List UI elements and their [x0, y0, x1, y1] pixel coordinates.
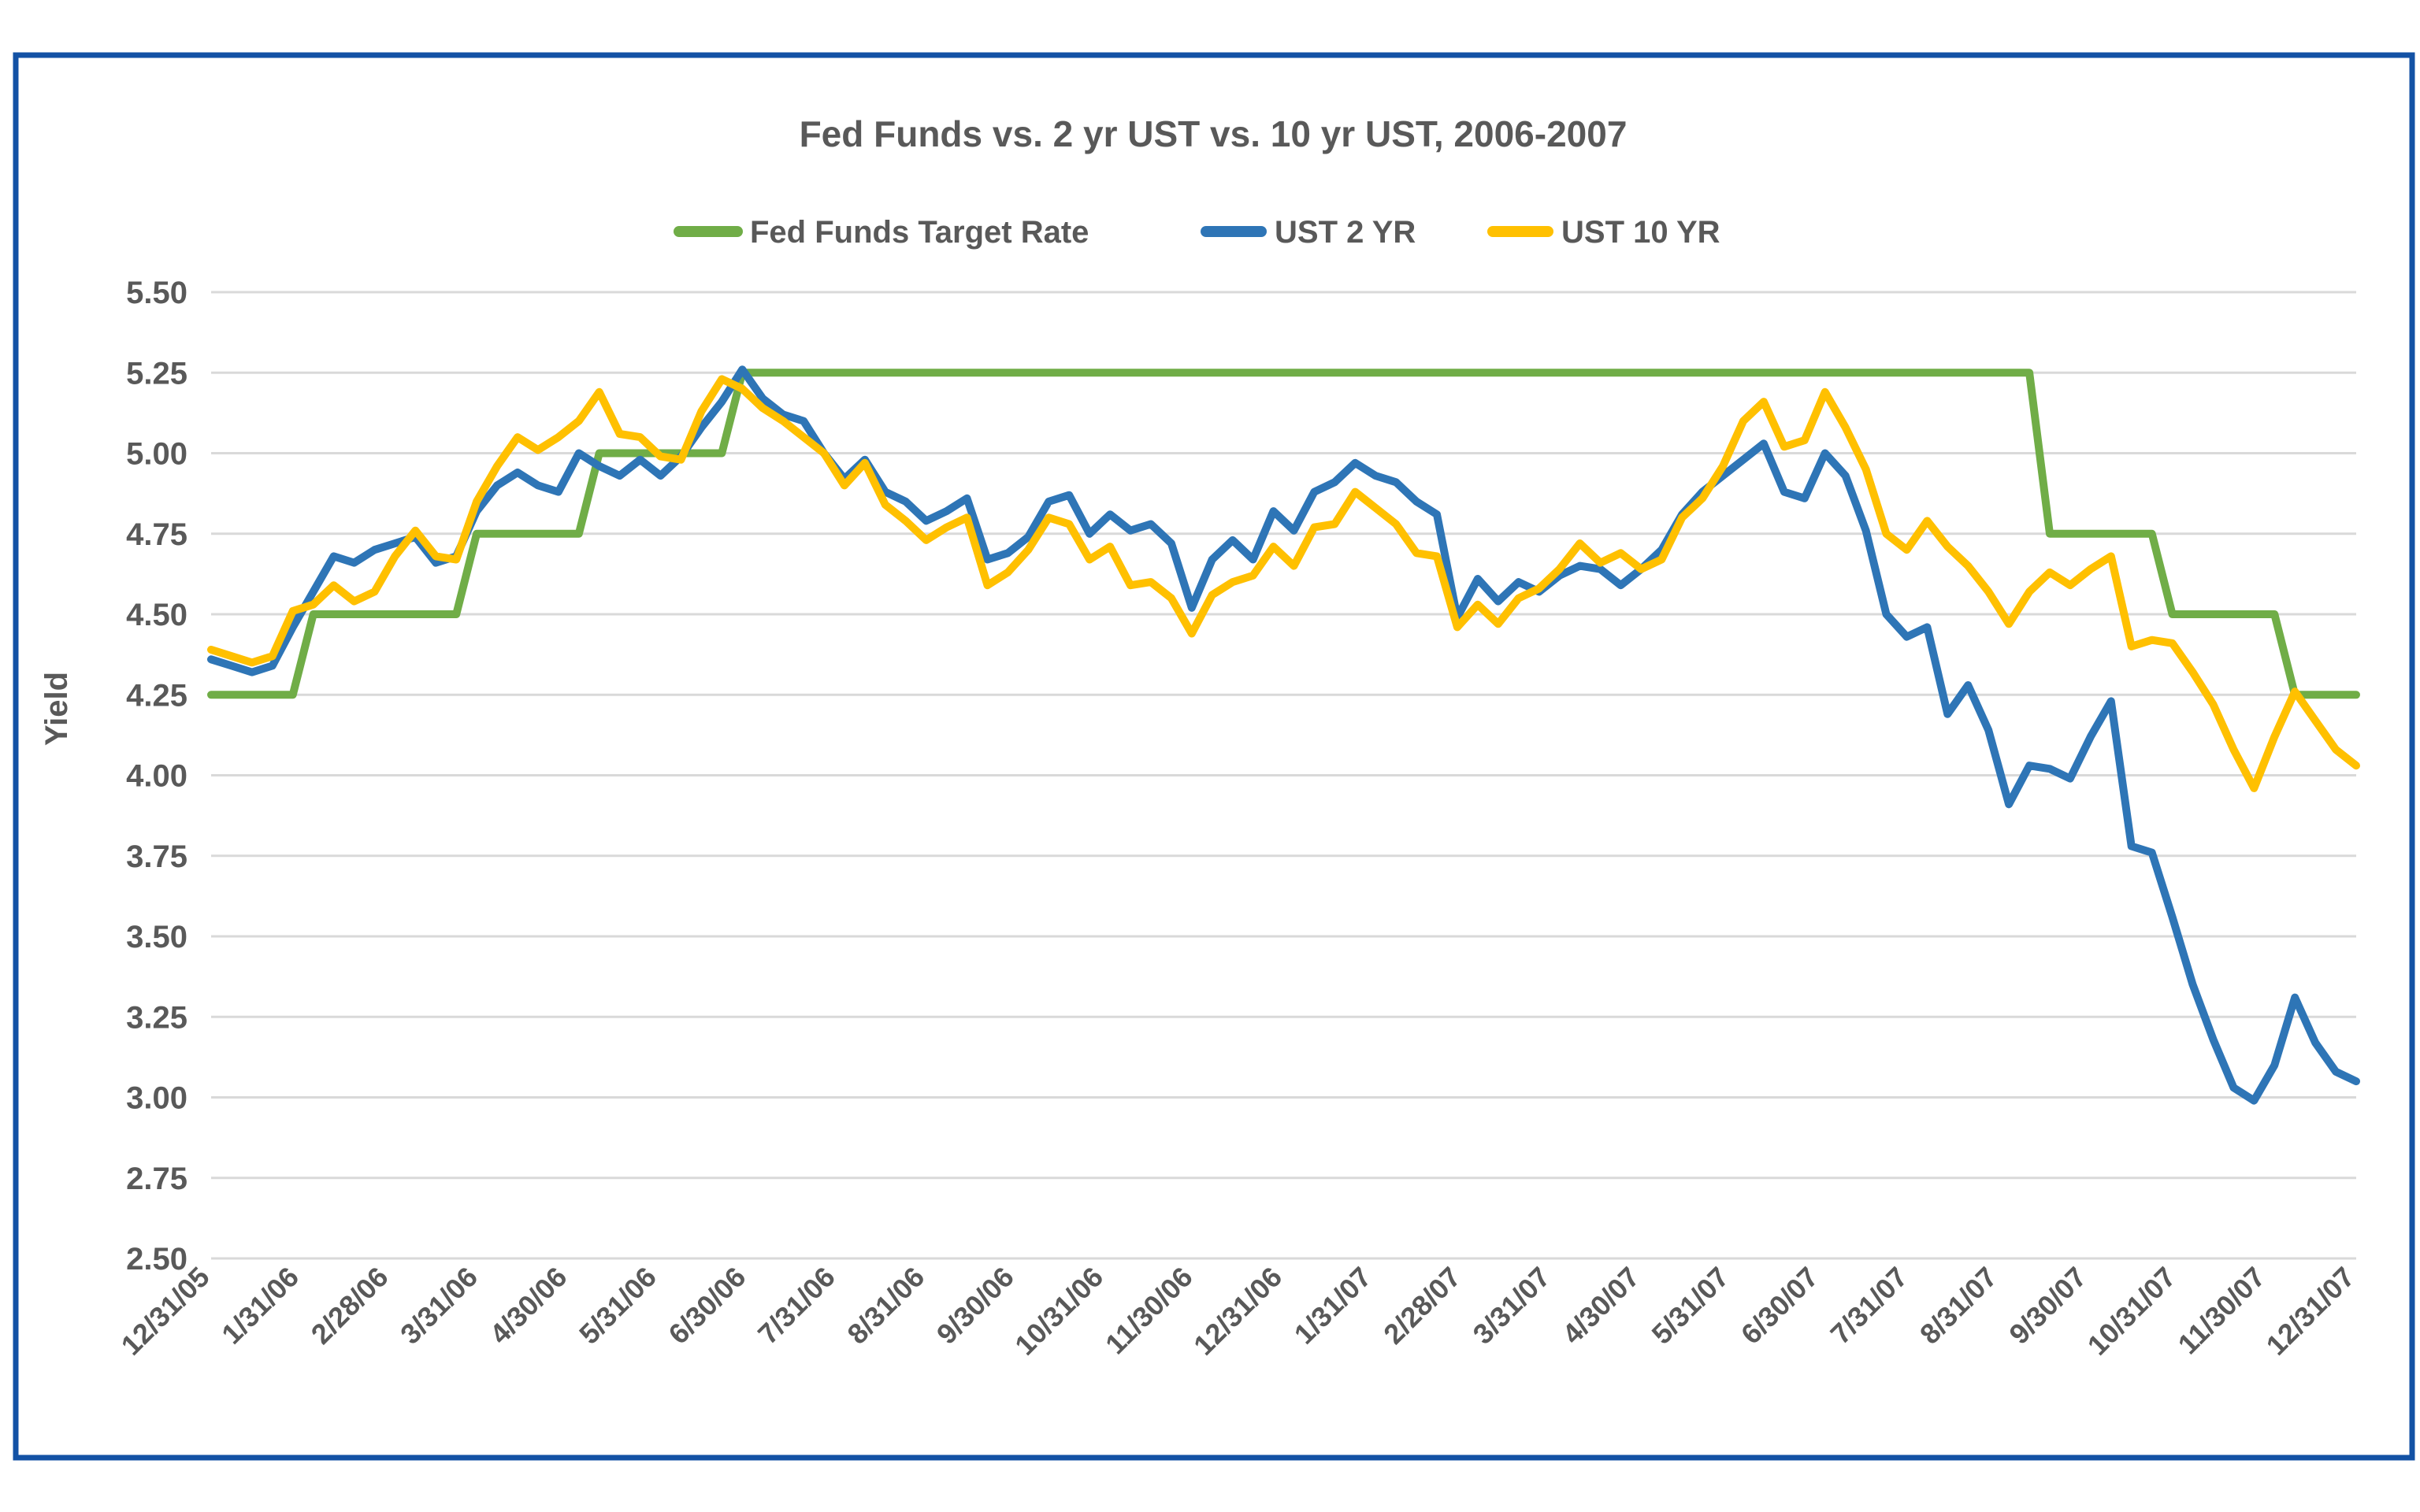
y-tick-label: 3.50	[126, 920, 187, 954]
x-tick-label: 2/28/06	[305, 1261, 395, 1351]
x-tick-label: 1/31/06	[215, 1261, 305, 1351]
x-tick-label: 3/31/07	[1467, 1261, 1557, 1351]
y-tick-label: 3.00	[126, 1081, 187, 1116]
x-tick-label: 10/31/07	[2081, 1261, 2182, 1362]
series-line-fed-funds-target-rate	[207, 369, 2360, 699]
y-tick-label: 5.00	[126, 437, 187, 472]
legend-label-fed-funds: Fed Funds Target Rate	[750, 215, 1089, 250]
plot-series-lines	[207, 365, 2360, 1105]
gridlines	[211, 291, 2356, 1260]
x-tick-label: 3/31/06	[394, 1261, 484, 1351]
y-tick-label: 4.75	[126, 517, 187, 552]
y-tick-label: 3.25	[126, 1000, 187, 1035]
x-tick-label: 12/31/06	[1187, 1261, 1288, 1362]
legend-item-ust-10yr: UST 10 YR	[1487, 215, 1720, 250]
ust-2yr-line-swatch-icon	[1201, 226, 1267, 237]
series-line-ust-10-yr	[207, 375, 2360, 792]
y-tick-label: 4.50	[126, 598, 187, 632]
chart-title: Fed Funds vs. 2 yr UST vs. 10 yr UST, 20…	[800, 113, 1628, 154]
legend-label-ust-10yr: UST 10 YR	[1561, 215, 1720, 250]
y-tick-label: 2.75	[126, 1162, 187, 1196]
x-tick-label: 5/31/06	[573, 1261, 663, 1351]
x-tick-label: 6/30/06	[662, 1261, 752, 1351]
y-tick-label: 3.75	[126, 839, 187, 874]
x-axis-tick-labels: 12/31/05 1/31/06 2/28/06 3/31/06 4/30/06 5/31…	[115, 1261, 2361, 1362]
x-tick-label: 8/31/06	[841, 1261, 930, 1351]
x-tick-label: 4/30/06	[484, 1261, 573, 1351]
legend-label-ust-2yr: UST 2 YR	[1275, 215, 1416, 250]
x-tick-label: 11/30/07	[2172, 1261, 2272, 1361]
x-tick-label: 7/31/07	[1824, 1261, 1913, 1351]
ust-10yr-line-swatch-icon	[1487, 226, 1553, 237]
legend-item-fed-funds: Fed Funds Target Rate	[674, 215, 1089, 250]
x-tick-label: 12/31/07	[2260, 1261, 2361, 1362]
x-tick-label: 4/30/07	[1556, 1261, 1646, 1351]
x-tick-label: 8/31/07	[1913, 1261, 2003, 1351]
fed-funds-line-swatch-icon	[674, 226, 743, 237]
x-tick-label: 10/31/06	[1008, 1261, 1109, 1362]
chart-legend: Fed Funds Target Rate UST 2 YR UST 10 YR	[674, 215, 1720, 250]
y-axis-tick-labels: 5.50 5.25 5.00 4.75 4.50 4.25 4.00 3.75 3.50 3.25…	[126, 276, 187, 1277]
x-tick-label: 1/31/07	[1288, 1261, 1378, 1351]
series-line-ust-2-yr	[207, 365, 2360, 1105]
chart-border-frame	[13, 52, 2415, 1461]
y-tick-label: 4.25	[126, 678, 187, 713]
y-tick-label: 5.50	[126, 276, 187, 310]
x-tick-label: 5/31/07	[1646, 1261, 1735, 1351]
x-tick-label: 7/31/06	[752, 1261, 841, 1351]
y-tick-label: 2.50	[126, 1242, 187, 1277]
legend-item-ust-2yr: UST 2 YR	[1201, 215, 1416, 250]
x-tick-label: 2/28/07	[1377, 1261, 1467, 1351]
y-tick-label: 5.25	[126, 356, 187, 391]
x-tick-label: 9/30/06	[930, 1261, 1020, 1351]
x-tick-label: 6/30/07	[1735, 1261, 1824, 1351]
x-tick-label: 9/30/07	[2002, 1261, 2092, 1351]
x-tick-label: 11/30/06	[1099, 1261, 1199, 1361]
y-axis-title: Yield	[39, 672, 74, 746]
y-tick-label: 4.00	[126, 759, 187, 794]
